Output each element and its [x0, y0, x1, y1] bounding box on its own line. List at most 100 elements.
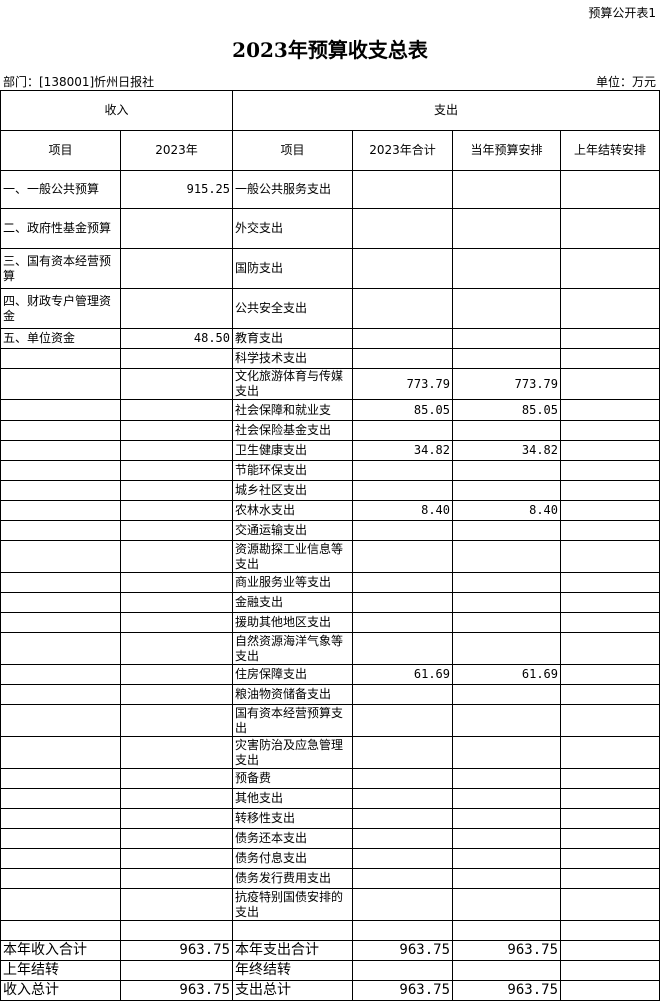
- amount-cell: [453, 573, 561, 593]
- item-cell: [1, 849, 121, 869]
- amount-cell: [561, 170, 660, 209]
- amount-cell: [561, 541, 660, 573]
- item-cell: 上年结转: [1, 961, 121, 981]
- item-cell: 债务还本支出: [233, 829, 353, 849]
- amount-cell: [561, 289, 660, 329]
- item-cell: [1, 541, 121, 573]
- item-cell: 节能环保支出: [233, 461, 353, 481]
- item-cell: [233, 921, 353, 941]
- item-cell: 文化旅游体育与传媒支出: [233, 369, 353, 400]
- amount-cell: [353, 829, 453, 849]
- item-cell: [1, 501, 121, 521]
- amount-cell: [121, 209, 233, 249]
- amount-cell: [121, 521, 233, 541]
- amount-cell: 34.82: [353, 441, 453, 461]
- item-cell: [1, 737, 121, 769]
- amount-cell: [121, 889, 233, 921]
- amount-cell: [561, 685, 660, 705]
- amount-cell: [353, 769, 453, 789]
- amount-cell: 8.40: [453, 501, 561, 521]
- amount-cell: [453, 961, 561, 981]
- amount-cell: [453, 289, 561, 329]
- item-cell: 二、政府性基金预算: [1, 209, 121, 249]
- item-cell: 援助其他地区支出: [233, 613, 353, 633]
- item-cell: 国有资本经营预算支出: [233, 705, 353, 737]
- amount-cell: [561, 329, 660, 349]
- item-cell: [1, 809, 121, 829]
- amount-cell: [353, 461, 453, 481]
- amount-cell: [353, 541, 453, 573]
- unit: 单位：万元: [595, 75, 656, 89]
- group-header: 收入: [1, 91, 233, 131]
- amount-cell: [561, 889, 660, 921]
- item-cell: 债务发行费用支出: [233, 869, 353, 889]
- amount-cell: [453, 889, 561, 921]
- item-cell: [1, 665, 121, 685]
- amount-cell: [353, 421, 453, 441]
- amount-cell: [353, 593, 453, 613]
- item-cell: [1, 481, 121, 501]
- amount-cell: [353, 889, 453, 921]
- amount-cell: [453, 521, 561, 541]
- item-cell: [1, 421, 121, 441]
- amount-cell: [453, 541, 561, 573]
- item-cell: 社会保险基金支出: [233, 421, 353, 441]
- amount-cell: 963.75: [353, 941, 453, 961]
- amount-cell: [561, 769, 660, 789]
- item-cell: 教育支出: [233, 329, 353, 349]
- amount-cell: 34.82: [453, 441, 561, 461]
- amount-cell: [353, 633, 453, 665]
- amount-cell: [561, 829, 660, 849]
- item-cell: [1, 789, 121, 809]
- amount-cell: [453, 921, 561, 941]
- item-cell: 科学技术支出: [233, 349, 353, 369]
- amount-cell: [353, 685, 453, 705]
- amount-cell: [561, 789, 660, 809]
- amount-cell: [121, 633, 233, 665]
- amount-cell: 773.79: [353, 369, 453, 400]
- amount-cell: [121, 665, 233, 685]
- amount-cell: [121, 737, 233, 769]
- item-cell: 资源勘探工业信息等支出: [233, 541, 353, 573]
- amount-cell: [453, 737, 561, 769]
- amount-cell: 963.75: [353, 981, 453, 1001]
- item-cell: [1, 633, 121, 665]
- item-cell: [1, 685, 121, 705]
- amount-cell: [121, 869, 233, 889]
- amount-cell: [561, 849, 660, 869]
- amount-cell: 963.75: [453, 981, 561, 1001]
- amount-cell: [353, 789, 453, 809]
- amount-cell: [453, 209, 561, 249]
- amount-cell: [353, 349, 453, 369]
- amount-cell: [121, 441, 233, 461]
- column-header: 项目: [1, 131, 121, 171]
- item-cell: 转移性支出: [233, 809, 353, 829]
- amount-cell: [121, 573, 233, 593]
- amount-cell: [121, 349, 233, 369]
- amount-cell: [121, 541, 233, 573]
- amount-cell: 48.50: [121, 329, 233, 349]
- item-cell: 卫生健康支出: [233, 441, 353, 461]
- amount-cell: [353, 481, 453, 501]
- item-cell: 农林水支出: [233, 501, 353, 521]
- amount-cell: [121, 249, 233, 289]
- amount-cell: [121, 613, 233, 633]
- item-cell: [1, 521, 121, 541]
- item-cell: 本年收入合计: [1, 941, 121, 961]
- amount-cell: [453, 593, 561, 613]
- amount-cell: [353, 521, 453, 541]
- amount-cell: [353, 613, 453, 633]
- amount-cell: [453, 481, 561, 501]
- amount-cell: [453, 789, 561, 809]
- item-cell: 支出总计: [233, 981, 353, 1001]
- amount-cell: [561, 941, 660, 961]
- item-cell: [1, 889, 121, 921]
- item-cell: [1, 921, 121, 941]
- item-cell: [1, 441, 121, 461]
- amount-cell: [353, 289, 453, 329]
- amount-cell: 963.75: [453, 941, 561, 961]
- amount-cell: [561, 421, 660, 441]
- item-cell: 住房保障支出: [233, 665, 353, 685]
- amount-cell: [121, 400, 233, 421]
- item-cell: 金融支出: [233, 593, 353, 613]
